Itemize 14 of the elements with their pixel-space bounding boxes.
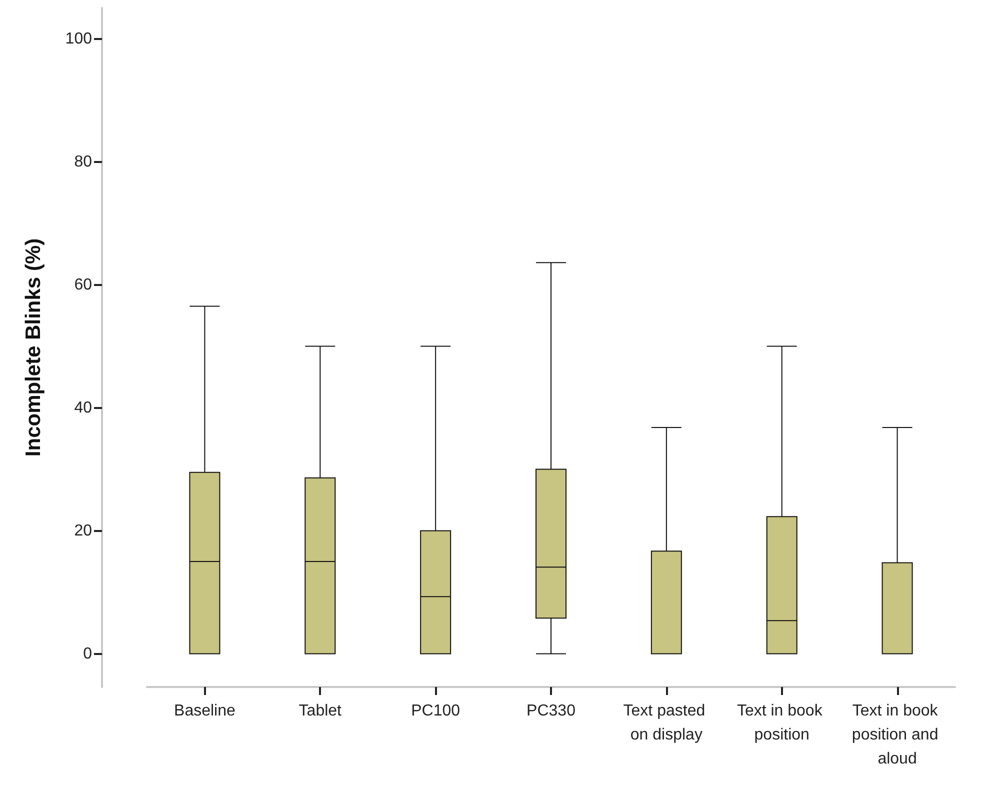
x-tick-label: Baseline [174, 702, 236, 720]
x-tick-label: Text pasted on display [623, 702, 710, 744]
x-tick-label: PC100 [411, 702, 460, 720]
y-tick-label: 80 [74, 153, 92, 170]
x-tick-label: Text in book position and aloud [852, 702, 943, 768]
y-axis-title: Incomplete Blinks (%) [22, 238, 45, 457]
x-tick-label: Tablet [298, 702, 342, 720]
y-tick-label: 40 [74, 399, 92, 416]
y-tick-label: 20 [74, 522, 92, 540]
x-tick-label: Text in book position [736, 702, 827, 744]
y-tick-label: 100 [65, 30, 92, 48]
x-tick-label: PC330 [526, 702, 576, 720]
y-tick-label: 0 [83, 645, 92, 662]
y-tick-label: 60 [74, 276, 92, 294]
